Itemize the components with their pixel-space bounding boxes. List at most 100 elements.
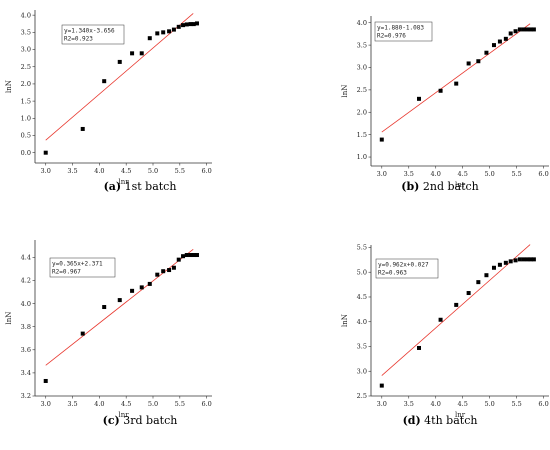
x-tick-label: 4.5 bbox=[458, 170, 468, 178]
data-point bbox=[513, 29, 518, 34]
caption-letter: (c) bbox=[103, 414, 120, 427]
data-point bbox=[184, 253, 189, 258]
data-point bbox=[508, 259, 513, 264]
y-tick-label: 4.0 bbox=[21, 11, 31, 19]
data-point bbox=[188, 22, 193, 27]
x-tick-label: 5.0 bbox=[148, 400, 158, 408]
data-point bbox=[176, 257, 181, 262]
equation-box bbox=[49, 257, 116, 278]
data-point bbox=[181, 254, 186, 259]
y-tick-label: 0.5 bbox=[21, 132, 31, 140]
data-point bbox=[80, 126, 85, 131]
caption-text: 2nd batch bbox=[419, 180, 478, 193]
y-tick-label: 5.5 bbox=[357, 244, 367, 252]
data-point bbox=[161, 269, 166, 274]
y-axis-label: lnN bbox=[5, 80, 13, 93]
x-tick-label: 3.0 bbox=[41, 167, 51, 175]
data-point bbox=[191, 22, 196, 27]
fit-equation: y=0.365x+2.371 bbox=[52, 261, 103, 268]
x-tick-label: 3.5 bbox=[67, 400, 77, 408]
y-tick-label: 4.5 bbox=[357, 293, 367, 301]
r-squared: R2=0.923 bbox=[64, 36, 93, 43]
x-axis-label: lnr bbox=[455, 181, 466, 189]
data-point bbox=[147, 36, 152, 41]
data-point bbox=[167, 29, 172, 34]
data-point bbox=[491, 43, 496, 48]
data-point bbox=[194, 253, 199, 258]
y-tick-label: 2.5 bbox=[21, 63, 31, 71]
y-tick-label: 4.0 bbox=[357, 318, 367, 326]
chart-panel-4: 3.0 3.5 4.0 4.5 5.0 5.5 6.0 2.5 3.0 3.5 4.0 4.5 5.0 5… bbox=[341, 244, 549, 427]
data-point bbox=[491, 265, 496, 270]
panel-caption: (a) 1st batch bbox=[104, 180, 177, 193]
data-point bbox=[503, 36, 508, 41]
data-point bbox=[102, 305, 107, 310]
data-point bbox=[508, 31, 513, 36]
data-point bbox=[130, 288, 135, 293]
y-tick-label: 3.2 bbox=[21, 392, 31, 400]
x-tick-label: 4.5 bbox=[121, 400, 131, 408]
data-point bbox=[497, 39, 502, 44]
data-point bbox=[417, 345, 422, 350]
data-point bbox=[147, 281, 152, 286]
x-tick-label: 3.0 bbox=[377, 170, 387, 178]
data-point bbox=[528, 27, 533, 32]
x-tick-label: 4.0 bbox=[431, 400, 441, 408]
data-point bbox=[80, 331, 85, 336]
y-tick-label: 2.0 bbox=[21, 80, 31, 88]
data-point bbox=[521, 257, 526, 262]
y-tick-label: 3.0 bbox=[357, 64, 367, 72]
data-point bbox=[161, 30, 166, 35]
r-squared: R2=0.963 bbox=[378, 270, 407, 277]
y-tick-label: 3.0 bbox=[357, 367, 367, 375]
x-axis-label: lnr bbox=[118, 178, 129, 186]
x-tick-label: 6.0 bbox=[538, 400, 548, 408]
x-tick-label: 5.0 bbox=[484, 170, 494, 178]
data-point bbox=[171, 265, 176, 270]
x-tick-label: 3.5 bbox=[404, 170, 414, 178]
data-point bbox=[117, 298, 122, 303]
x-axis-label: lnr bbox=[455, 411, 466, 419]
y-tick-label: 3.8 bbox=[21, 323, 31, 331]
data-point bbox=[438, 88, 443, 93]
data-point bbox=[417, 96, 422, 101]
data-point bbox=[155, 272, 160, 277]
caption-text: 4th batch bbox=[421, 414, 478, 427]
data-point bbox=[130, 51, 135, 56]
x-tick-label: 3.5 bbox=[67, 167, 77, 175]
x-axis-label: lnr bbox=[118, 411, 129, 419]
data-point bbox=[476, 59, 481, 64]
r-squared: R2=0.967 bbox=[52, 269, 81, 276]
y-tick-label: 4.4 bbox=[21, 254, 31, 262]
y-tick-label: 1.0 bbox=[21, 115, 31, 123]
panel-caption: (c) 3rd batch bbox=[103, 414, 178, 427]
data-point bbox=[497, 262, 502, 267]
chart-panel-3: 3.0 3.5 4.0 4.5 5.0 5.5 6.0 3.2 3.4 3.6 3.8 4.0 4.2 4… bbox=[5, 240, 212, 427]
caption-letter: (d) bbox=[403, 414, 421, 427]
y-tick-label: 4.0 bbox=[357, 19, 367, 27]
equation-box bbox=[374, 21, 433, 42]
y-tick-label: 2.5 bbox=[357, 392, 367, 400]
data-point bbox=[379, 383, 384, 388]
data-point bbox=[43, 378, 48, 383]
equation-box bbox=[61, 24, 125, 45]
caption-letter: (b) bbox=[401, 180, 419, 193]
fit-line bbox=[45, 13, 194, 141]
data-point bbox=[476, 280, 481, 285]
data-point bbox=[117, 59, 122, 64]
y-tick-label: 5.0 bbox=[357, 268, 367, 276]
x-tick-label: 5.0 bbox=[148, 167, 158, 175]
data-point bbox=[155, 31, 160, 36]
y-tick-label: 1.0 bbox=[357, 153, 367, 161]
y-tick-label: 1.5 bbox=[357, 131, 367, 139]
data-point bbox=[484, 273, 489, 278]
data-point bbox=[184, 22, 189, 27]
x-tick-label: 5.5 bbox=[511, 170, 521, 178]
y-tick-label: 4.2 bbox=[21, 277, 31, 285]
x-tick-label: 3.0 bbox=[377, 400, 387, 408]
x-tick-label: 3.0 bbox=[41, 400, 51, 408]
panel-caption: (d) 4th batch bbox=[403, 414, 478, 427]
data-point bbox=[528, 257, 533, 262]
data-point bbox=[517, 27, 522, 32]
